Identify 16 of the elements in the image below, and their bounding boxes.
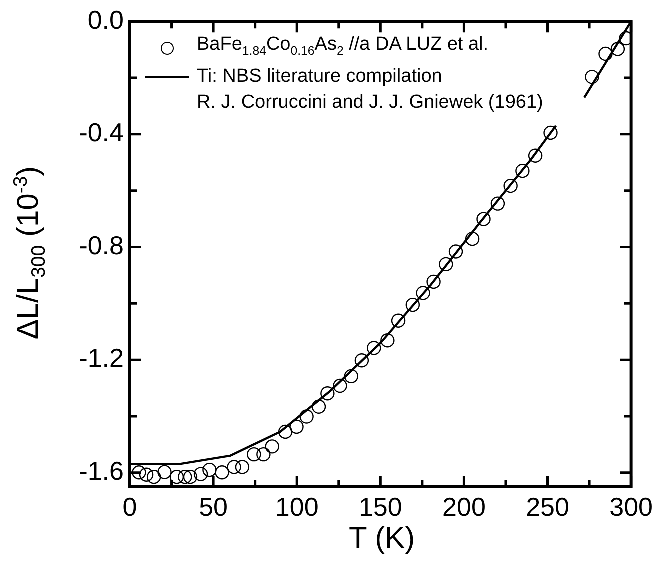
x-tick-label: 150 bbox=[358, 492, 402, 522]
y-tick-label: 0.0 bbox=[88, 4, 124, 35]
x-axis-title: T (K) bbox=[348, 522, 416, 556]
y-tick-label: -0.8 bbox=[79, 230, 124, 260]
annotation: R. J. Corruccini and J. J. Gniewek (1961) bbox=[196, 90, 544, 115]
legend-label: Ti: NBS literature compilation bbox=[197, 64, 442, 89]
x-tick-label: 0 bbox=[122, 492, 138, 522]
y-tick-label: -1.6 bbox=[79, 456, 124, 486]
legend-label: BaFe$_{1.84}$Co$_{0.16}$As$_{2}$ //a DA LUZ et al. bbox=[197, 33, 489, 60]
y-tick-label: -1.2 bbox=[79, 343, 124, 374]
x-tick-label: 200 bbox=[442, 492, 486, 522]
x-tick-label: 250 bbox=[526, 492, 570, 522]
x-tick-label: 50 bbox=[199, 492, 228, 522]
x-tick-label: 100 bbox=[275, 492, 319, 522]
y-tick-label: -0.4 bbox=[79, 118, 124, 148]
x-tick-label: 300 bbox=[610, 492, 654, 522]
